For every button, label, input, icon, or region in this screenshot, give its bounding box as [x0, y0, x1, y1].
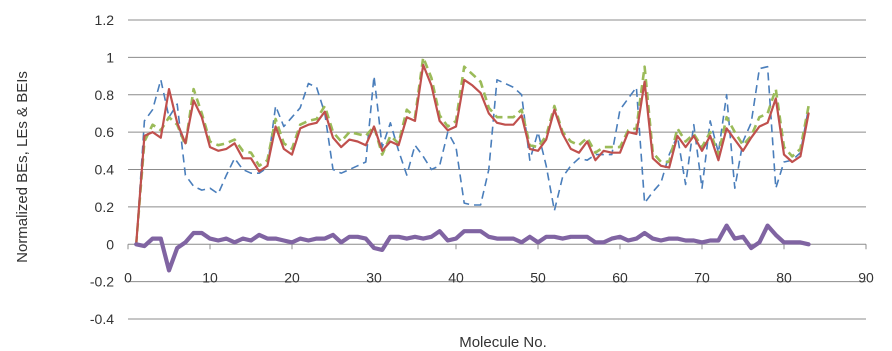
y-tick-label: 0.2 — [95, 199, 115, 215]
series-line — [134, 56, 810, 245]
y-tick-label: 0.8 — [95, 87, 115, 103]
y-tick-label: 0 — [106, 236, 114, 252]
x-tick-label: 30 — [366, 269, 382, 285]
x-tick-label: 50 — [530, 269, 546, 285]
series-layer — [134, 56, 811, 273]
gridlines — [128, 19, 866, 320]
series-line — [135, 63, 810, 246]
x-tick-label: 80 — [776, 269, 792, 285]
x-tick-labels: 0 10 20 30 40 50 60 70 80 90 — [124, 269, 874, 285]
series-4 — [134, 223, 811, 273]
x-tick-label: 20 — [284, 269, 300, 285]
y-tick-label: 1.2 — [95, 12, 115, 28]
x-axis-title: Molecule No. — [459, 334, 547, 351]
x-tick-label: 10 — [202, 269, 218, 285]
series-line — [134, 223, 811, 273]
y-tick-label: 0.6 — [95, 124, 115, 140]
y-tick-labels: -0.4 -0.2 0 0.2 0.4 0.6 0.8 1 1.2 — [90, 12, 114, 327]
y-tick-label: -0.4 — [90, 311, 114, 327]
x-tick-label: 70 — [694, 269, 710, 285]
y-tick-label: -0.2 — [90, 274, 114, 290]
x-tick-label: 60 — [612, 269, 628, 285]
series-3 — [135, 63, 810, 246]
series-2 — [134, 56, 810, 245]
y-axis-title: Normalized BEs, LEs & BEIs — [14, 71, 31, 263]
series-1 — [135, 65, 810, 245]
series-line — [135, 65, 810, 245]
y-tick-label: 0.4 — [95, 162, 115, 178]
y-tick-label: 1 — [106, 49, 114, 65]
x-tick-label: 90 — [858, 269, 874, 285]
x-tick-label: 0 — [124, 269, 132, 285]
x-tick-label: 40 — [448, 269, 464, 285]
